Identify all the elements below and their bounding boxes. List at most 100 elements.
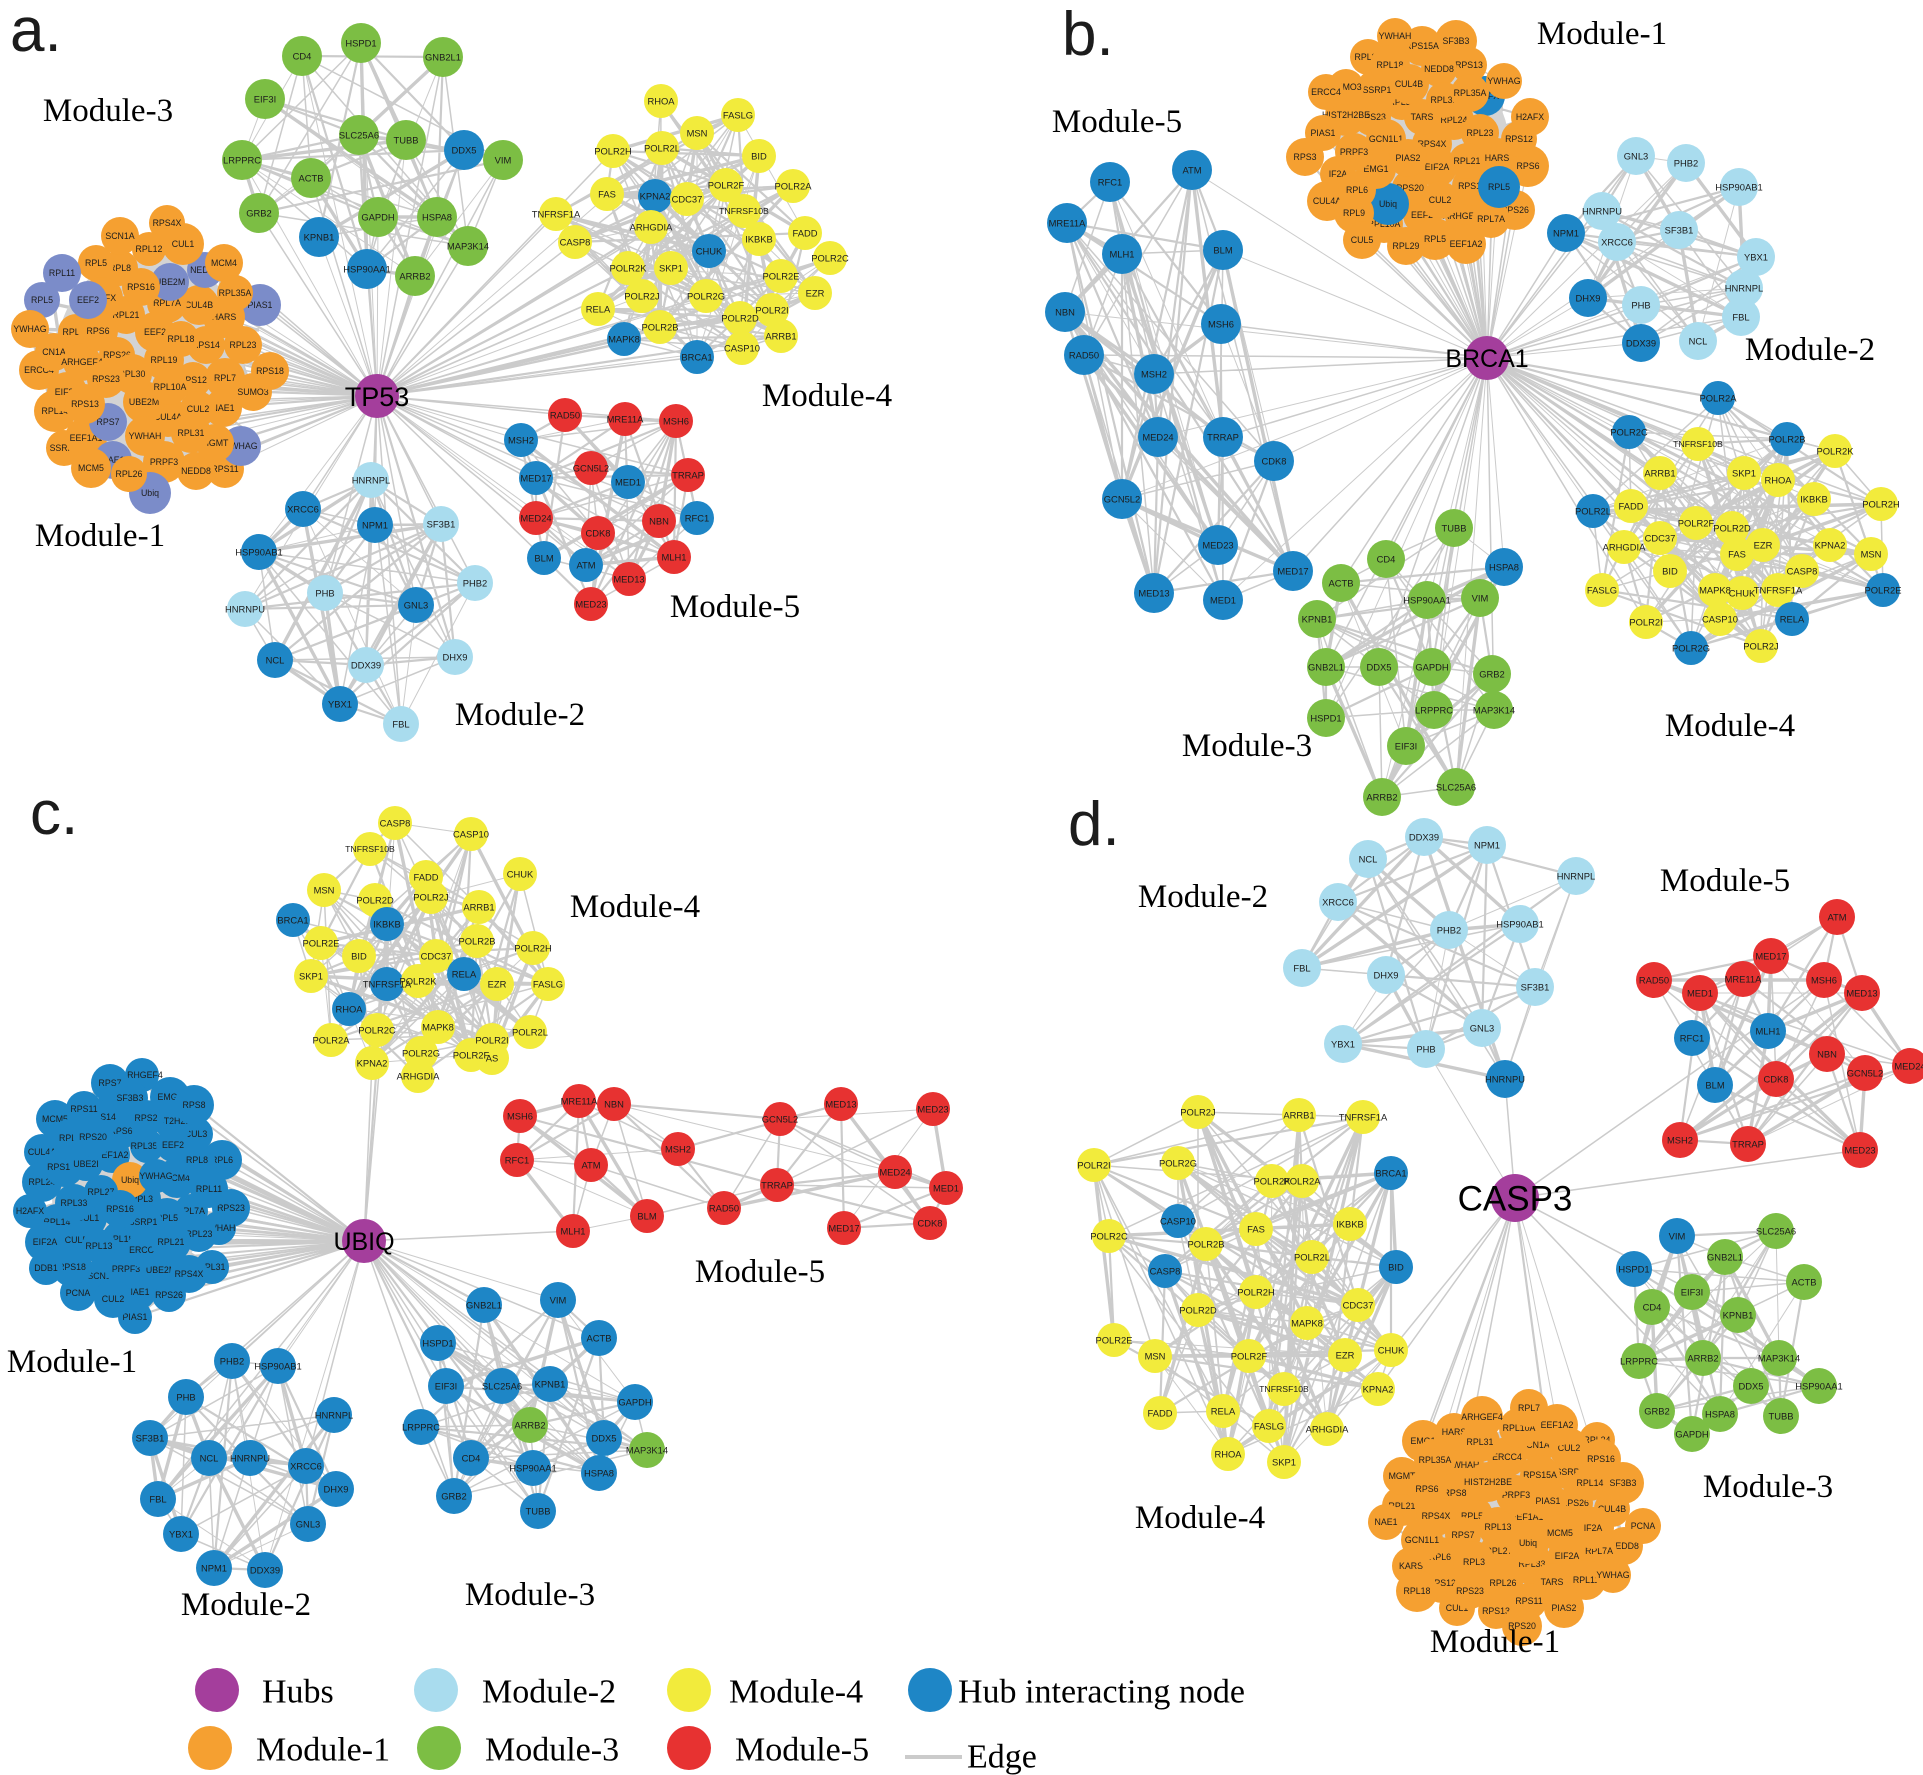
- svg-text:NBN: NBN: [649, 516, 669, 527]
- svg-text:POLR2D: POLR2D: [356, 895, 394, 906]
- svg-text:Module-5: Module-5: [695, 1254, 825, 1290]
- svg-text:RPL21: RPL21: [1454, 156, 1481, 166]
- svg-text:Module-2: Module-2: [1745, 332, 1875, 368]
- svg-text:PIAS2: PIAS2: [1552, 1603, 1577, 1613]
- svg-text:Module-1: Module-1: [1430, 1624, 1560, 1660]
- svg-text:VIM: VIM: [1472, 593, 1489, 604]
- svg-text:IF2A: IF2A: [1329, 169, 1348, 179]
- svg-text:MCM5: MCM5: [1547, 1528, 1573, 1538]
- svg-text:RPL11: RPL11: [196, 1184, 222, 1194]
- svg-text:TRRAP: TRRAP: [672, 470, 704, 481]
- svg-text:PHB: PHB: [1631, 300, 1650, 311]
- svg-text:FADD: FADD: [413, 872, 438, 883]
- svg-text:RPL23: RPL23: [186, 1229, 213, 1239]
- svg-text:KARS: KARS: [1399, 1561, 1423, 1571]
- svg-text:RPL5: RPL5: [1461, 1511, 1483, 1521]
- svg-text:RPS6: RPS6: [1517, 161, 1540, 171]
- svg-text:RPL7A: RPL7A: [153, 298, 181, 308]
- svg-text:TP53: TP53: [345, 382, 410, 412]
- svg-text:EIF3I: EIF3I: [1681, 1287, 1703, 1298]
- svg-text:EEF2: EEF2: [144, 327, 166, 337]
- svg-text:POLR2J: POLR2J: [413, 892, 448, 903]
- svg-text:RPS4X: RPS4X: [1422, 1511, 1451, 1521]
- svg-text:RPL5: RPL5: [85, 258, 107, 268]
- svg-text:ACTB: ACTB: [298, 173, 323, 184]
- svg-text:RPL14: RPL14: [44, 1217, 71, 1227]
- svg-text:POLR2G: POLR2G: [1672, 643, 1710, 654]
- svg-text:RPL7: RPL7: [1518, 1403, 1540, 1413]
- svg-text:NPM1: NPM1: [201, 1563, 227, 1574]
- svg-text:RPL12: RPL12: [136, 244, 163, 254]
- svg-text:MED17: MED17: [520, 473, 551, 484]
- svg-text:EMG1: EMG1: [158, 1092, 183, 1102]
- svg-text:VIM: VIM: [550, 1295, 567, 1306]
- svg-text:MRE11A: MRE11A: [561, 1096, 599, 1107]
- svg-text:PIAS1: PIAS1: [1311, 128, 1336, 138]
- svg-text:MED1: MED1: [1210, 595, 1236, 606]
- svg-text:FBL: FBL: [1732, 312, 1749, 323]
- svg-text:CUL5: CUL5: [1351, 235, 1374, 245]
- svg-text:TUBB: TUBB: [1441, 523, 1466, 534]
- svg-text:Module-4: Module-4: [1665, 708, 1795, 744]
- svg-text:RPL18: RPL18: [1404, 1586, 1431, 1596]
- svg-text:CDK8: CDK8: [585, 528, 610, 539]
- svg-text:IF2A: IF2A: [1584, 1523, 1603, 1533]
- svg-text:SF3B1: SF3B1: [427, 519, 456, 530]
- svg-text:UBE2I: UBE2I: [73, 1159, 98, 1169]
- svg-text:RPS2: RPS2: [135, 1113, 158, 1123]
- svg-text:EIF2A: EIF2A: [33, 1237, 58, 1247]
- svg-text:LRPPRC: LRPPRC: [223, 155, 261, 166]
- svg-text:RPS11: RPS11: [70, 1104, 97, 1114]
- svg-text:RPL21: RPL21: [1389, 1501, 1416, 1511]
- svg-text:MSN: MSN: [687, 128, 708, 139]
- svg-text:POLR2E: POLR2E: [303, 938, 340, 949]
- svg-text:RPS4X: RPS4X: [153, 218, 182, 228]
- svg-text:TNFRSF1A: TNFRSF1A: [1339, 1112, 1388, 1123]
- svg-text:ARRB1: ARRB1: [463, 902, 494, 913]
- svg-text:Module-4: Module-4: [729, 1674, 863, 1711]
- svg-text:EZR: EZR: [1754, 540, 1773, 551]
- svg-text:KPNB1: KPNB1: [304, 232, 335, 243]
- svg-text:HSP90AB1: HSP90AB1: [235, 547, 282, 558]
- svg-text:NCL: NCL: [1689, 336, 1708, 347]
- svg-text:Module-2: Module-2: [1138, 879, 1268, 915]
- svg-text:DDB1: DDB1: [34, 1263, 58, 1273]
- svg-text:MED17: MED17: [1755, 951, 1786, 962]
- svg-text:EEF2: EEF2: [77, 295, 99, 305]
- svg-text:YWHAH: YWHAH: [1447, 1460, 1480, 1470]
- svg-text:IKBKB: IKBKB: [373, 919, 401, 930]
- svg-text:RFC1: RFC1: [1098, 177, 1122, 188]
- svg-text:LRPPRC: LRPPRC: [1415, 705, 1453, 716]
- svg-text:UBE2M: UBE2M: [155, 277, 185, 287]
- svg-text:RPS23: RPS23: [217, 1203, 245, 1213]
- svg-text:RPL11: RPL11: [49, 268, 75, 278]
- svg-text:SSRP1: SSRP1: [129, 1217, 158, 1227]
- svg-text:GNB2L1: GNB2L1: [425, 52, 461, 63]
- svg-text:HSP90AB1: HSP90AB1: [1715, 182, 1762, 193]
- svg-text:RPL10A: RPL10A: [1503, 1423, 1536, 1433]
- svg-text:PCNA: PCNA: [1631, 1521, 1656, 1531]
- svg-text:HNRNPL: HNRNPL: [1557, 871, 1596, 882]
- svg-text:RPL6: RPL6: [1429, 1552, 1451, 1562]
- svg-text:POLR2K: POLR2K: [1817, 446, 1855, 457]
- svg-text:FASLG: FASLG: [1587, 585, 1617, 596]
- svg-text:RPS26: RPS26: [155, 1290, 183, 1300]
- svg-text:ARHGEF4: ARHGEF4: [61, 357, 103, 367]
- svg-text:MSH6: MSH6: [507, 1111, 533, 1122]
- svg-text:DDX5: DDX5: [591, 1433, 616, 1444]
- svg-text:HSPA8: HSPA8: [422, 212, 452, 223]
- svg-text:CASP10: CASP10: [1702, 614, 1738, 625]
- svg-text:NPM1: NPM1: [1553, 228, 1579, 239]
- svg-text:RFC1: RFC1: [1680, 1033, 1704, 1044]
- svg-text:BID: BID: [351, 951, 367, 962]
- svg-text:TNFRSF10B: TNFRSF10B: [1259, 1384, 1309, 1394]
- svg-text:RPS16: RPS16: [1587, 1454, 1615, 1464]
- svg-text:Module-5: Module-5: [1052, 104, 1182, 140]
- svg-text:POLR2H: POLR2H: [1237, 1287, 1275, 1298]
- svg-text:YBX1: YBX1: [328, 699, 352, 710]
- svg-text:POLR2A: POLR2A: [313, 1035, 351, 1046]
- svg-text:CUL4B: CUL4B: [1598, 1504, 1626, 1514]
- svg-text:POLR2I: POLR2I: [755, 305, 788, 316]
- svg-text:CHUK: CHUK: [696, 246, 723, 257]
- svg-text:Edge: Edge: [967, 1739, 1037, 1775]
